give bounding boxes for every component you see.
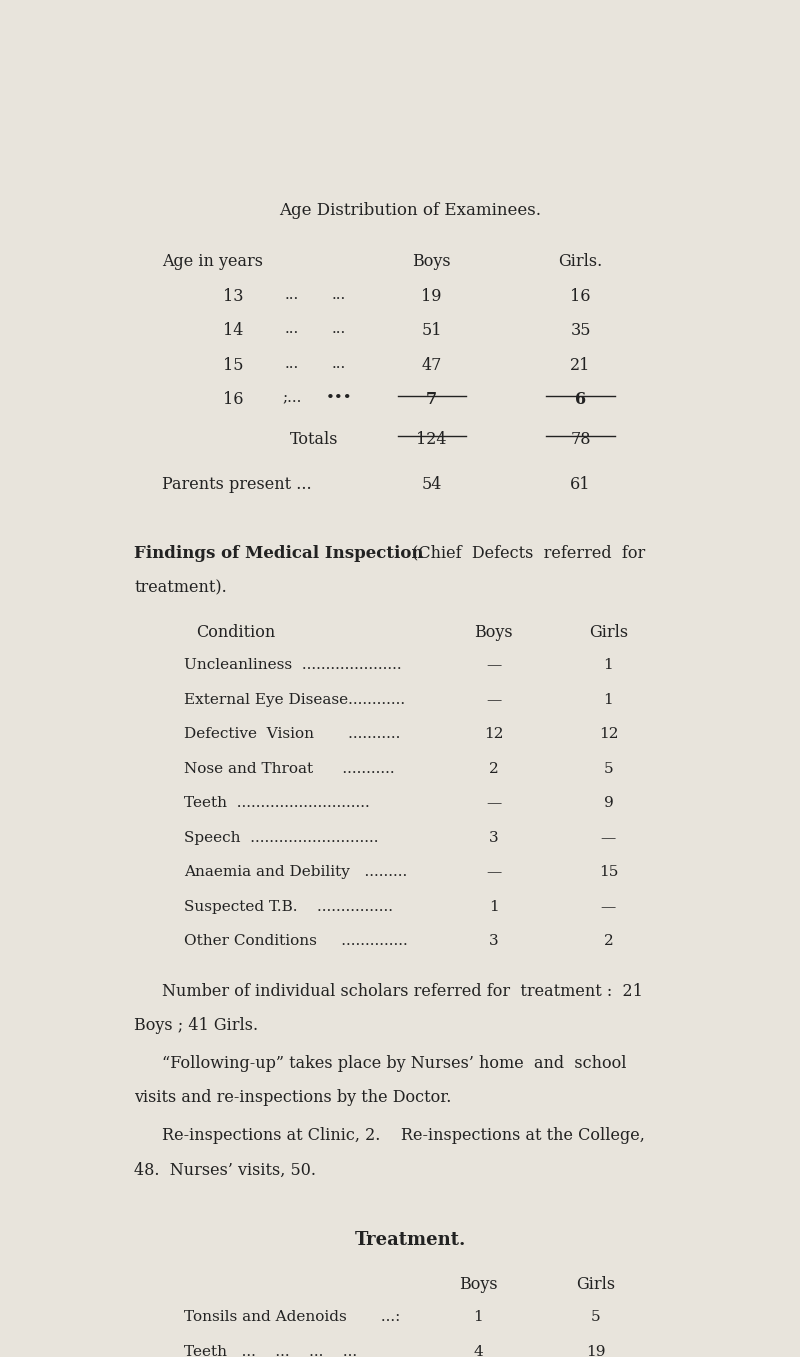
Text: 21: 21 xyxy=(570,357,590,373)
Text: 47: 47 xyxy=(422,357,442,373)
Text: Parents present ...: Parents present ... xyxy=(162,475,312,493)
Text: treatment).: treatment). xyxy=(134,579,227,596)
Text: —: — xyxy=(486,658,502,672)
Text: 2: 2 xyxy=(603,934,614,949)
Text: 1: 1 xyxy=(603,658,614,672)
Text: Condition: Condition xyxy=(196,624,275,641)
Text: ...: ... xyxy=(285,288,299,301)
Text: •••: ••• xyxy=(326,391,352,406)
Text: 9: 9 xyxy=(603,797,614,810)
Text: 5: 5 xyxy=(603,761,614,776)
Text: —: — xyxy=(486,693,502,707)
Text: Defective  Vision       ...........: Defective Vision ........... xyxy=(184,727,400,741)
Text: ...: ... xyxy=(285,322,299,337)
Text: Re-inspections at Clinic, 2.    Re-inspections at the College,: Re-inspections at Clinic, 2. Re-inspecti… xyxy=(162,1128,645,1144)
Text: “Following-up” takes place by Nurses’ home  and  school: “Following-up” takes place by Nurses’ ho… xyxy=(162,1054,626,1072)
Text: —: — xyxy=(486,866,502,879)
Text: Findings of Medical Inspection: Findings of Medical Inspection xyxy=(134,544,424,562)
Text: ...: ... xyxy=(331,288,346,301)
Text: 15: 15 xyxy=(598,866,618,879)
Text: —: — xyxy=(486,797,502,810)
Text: 3: 3 xyxy=(489,830,498,845)
Text: —: — xyxy=(601,900,616,913)
Text: 124: 124 xyxy=(417,430,447,448)
Text: 3: 3 xyxy=(489,934,498,949)
Text: Tonsils and Adenoids       ...:: Tonsils and Adenoids ...: xyxy=(184,1310,400,1324)
Text: 5: 5 xyxy=(591,1310,601,1324)
Text: Boys ; 41 Girls.: Boys ; 41 Girls. xyxy=(134,1016,258,1034)
Text: 13: 13 xyxy=(223,288,243,305)
Text: Totals: Totals xyxy=(290,430,338,448)
Text: 19: 19 xyxy=(586,1345,606,1357)
Text: Suspected T.B.    ................: Suspected T.B. ................ xyxy=(184,900,393,913)
Text: 1: 1 xyxy=(489,900,498,913)
Text: Girls.: Girls. xyxy=(558,254,602,270)
Text: Uncleanliness  .....................: Uncleanliness ..................... xyxy=(184,658,402,672)
Text: 6: 6 xyxy=(575,391,586,408)
Text: 2: 2 xyxy=(489,761,498,776)
Text: Girls: Girls xyxy=(589,624,628,641)
Text: —: — xyxy=(601,830,616,845)
Text: Anaemia and Debility   .........: Anaemia and Debility ......... xyxy=(184,866,407,879)
Text: Other Conditions     ..............: Other Conditions .............. xyxy=(184,934,407,949)
Text: 54: 54 xyxy=(422,475,442,493)
Text: 61: 61 xyxy=(570,475,590,493)
Text: 1: 1 xyxy=(603,693,614,707)
Text: Nose and Throat      ...........: Nose and Throat ........... xyxy=(184,761,394,776)
Text: 14: 14 xyxy=(223,322,243,339)
Text: 16: 16 xyxy=(223,391,243,408)
Text: 4: 4 xyxy=(474,1345,483,1357)
Text: 12: 12 xyxy=(484,727,503,741)
Text: ;...: ;... xyxy=(282,391,302,406)
Text: 78: 78 xyxy=(570,430,590,448)
Text: 7: 7 xyxy=(426,391,438,408)
Text: Girls: Girls xyxy=(577,1276,615,1293)
Text: Teeth  ............................: Teeth ............................ xyxy=(184,797,370,810)
Text: 48.  Nurses’ visits, 50.: 48. Nurses’ visits, 50. xyxy=(134,1162,316,1179)
Text: Age Distribution of Examinees.: Age Distribution of Examinees. xyxy=(279,201,541,218)
Text: 1: 1 xyxy=(474,1310,483,1324)
Text: 35: 35 xyxy=(570,322,590,339)
Text: 16: 16 xyxy=(570,288,590,305)
Text: 12: 12 xyxy=(598,727,618,741)
Text: External Eye Disease............: External Eye Disease............ xyxy=(184,693,405,707)
Text: (Chief  Defects  referred  for: (Chief Defects referred for xyxy=(407,544,645,562)
Text: Speech  ...........................: Speech ........................... xyxy=(184,830,378,845)
Text: ...: ... xyxy=(331,322,346,337)
Text: 19: 19 xyxy=(422,288,442,305)
Text: 51: 51 xyxy=(422,322,442,339)
Text: visits and re-inspections by the Doctor.: visits and re-inspections by the Doctor. xyxy=(134,1090,451,1106)
Text: ...: ... xyxy=(285,357,299,370)
Text: ...: ... xyxy=(331,357,346,370)
Text: 15: 15 xyxy=(223,357,243,373)
Text: Boys: Boys xyxy=(474,624,513,641)
Text: Boys: Boys xyxy=(412,254,451,270)
Text: Boys: Boys xyxy=(459,1276,498,1293)
Text: Number of individual scholars referred for  treatment :  21: Number of individual scholars referred f… xyxy=(162,982,643,1000)
Text: Teeth   ...    ...    ...    ...: Teeth ... ... ... ... xyxy=(184,1345,357,1357)
Text: Treatment.: Treatment. xyxy=(354,1231,466,1248)
Text: Age in years: Age in years xyxy=(162,254,263,270)
